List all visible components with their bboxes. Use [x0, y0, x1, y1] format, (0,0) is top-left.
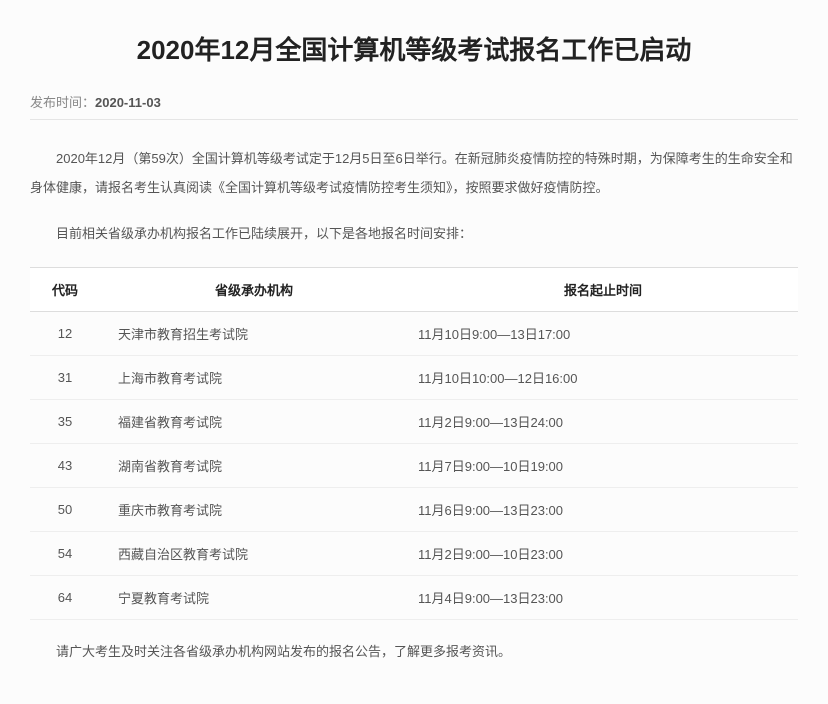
- cell-time: 11月6日9:00—13日23:00: [400, 487, 798, 531]
- table-row: 50重庆市教育考试院11月6日9:00—13日23:00: [30, 487, 798, 531]
- cell-code: 35: [30, 399, 100, 443]
- divider: [30, 119, 798, 120]
- cell-code: 54: [30, 531, 100, 575]
- cell-time: 11月10日9:00—13日17:00: [400, 311, 798, 355]
- cell-code: 12: [30, 311, 100, 355]
- cell-org: 天津市教育招生考试院: [100, 311, 400, 355]
- cell-org: 福建省教育考试院: [100, 399, 400, 443]
- cell-code: 50: [30, 487, 100, 531]
- table-header-row: 代码 省级承办机构 报名起止时间: [30, 267, 798, 311]
- table-row: 43湖南省教育考试院11月7日9:00—10日19:00: [30, 443, 798, 487]
- table-row: 31上海市教育考试院11月10日10:00—12日16:00: [30, 355, 798, 399]
- cell-code: 31: [30, 355, 100, 399]
- table-row: 64宁夏教育考试院11月4日9:00—13日23:00: [30, 575, 798, 619]
- cell-time: 11月2日9:00—10日23:00: [400, 531, 798, 575]
- th-time: 报名起止时间: [400, 267, 798, 311]
- cell-time: 11月2日9:00—13日24:00: [400, 399, 798, 443]
- cell-org: 湖南省教育考试院: [100, 443, 400, 487]
- paragraph-2: 目前相关省级承办机构报名工作已陆续展开，以下是各地报名时间安排：: [30, 220, 798, 249]
- publish-label: 发布时间：: [30, 95, 95, 110]
- table-body: 12天津市教育招生考试院11月10日9:00—13日17:0031上海市教育考试…: [30, 311, 798, 619]
- schedule-table: 代码 省级承办机构 报名起止时间 12天津市教育招生考试院11月10日9:00—…: [30, 267, 798, 620]
- cell-time: 11月4日9:00—13日23:00: [400, 575, 798, 619]
- table-row: 12天津市教育招生考试院11月10日9:00—13日17:00: [30, 311, 798, 355]
- cell-code: 64: [30, 575, 100, 619]
- th-org: 省级承办机构: [100, 267, 400, 311]
- table-row: 54西藏自治区教育考试院11月2日9:00—10日23:00: [30, 531, 798, 575]
- table-row: 35福建省教育考试院11月2日9:00—13日24:00: [30, 399, 798, 443]
- th-code: 代码: [30, 267, 100, 311]
- publish-meta: 发布时间：2020-11-03: [30, 92, 798, 111]
- cell-org: 重庆市教育考试院: [100, 487, 400, 531]
- cell-org: 上海市教育考试院: [100, 355, 400, 399]
- cell-org: 宁夏教育考试院: [100, 575, 400, 619]
- publish-date: 2020-11-03: [95, 95, 161, 110]
- paragraph-3: 请广大考生及时关注各省级承办机构网站发布的报名公告，了解更多报考资讯。: [30, 638, 798, 667]
- cell-code: 43: [30, 443, 100, 487]
- cell-time: 11月7日9:00—10日19:00: [400, 443, 798, 487]
- paragraph-1: 2020年12月（第59次）全国计算机等级考试定于12月5日至6日举行。在新冠肺…: [30, 145, 798, 202]
- article-title: 2020年12月全国计算机等级考试报名工作已启动: [30, 30, 798, 67]
- cell-org: 西藏自治区教育考试院: [100, 531, 400, 575]
- cell-time: 11月10日10:00—12日16:00: [400, 355, 798, 399]
